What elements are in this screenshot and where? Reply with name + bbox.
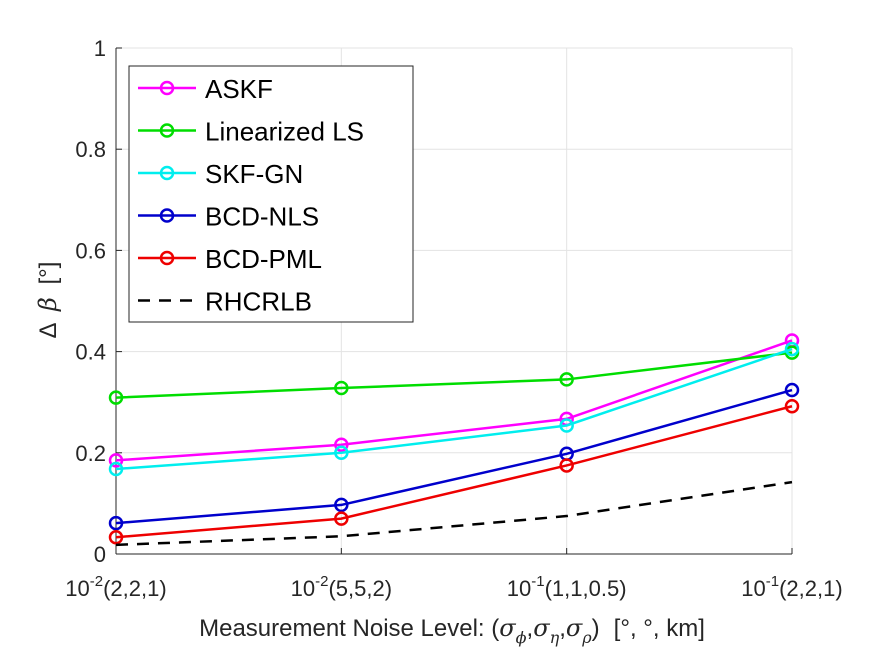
legend-marker-3 [159, 208, 175, 223]
y-axis-label-delta: Δ [35, 322, 62, 338]
data-point-2-3 [784, 341, 800, 357]
series-line-1 [115, 351, 793, 399]
legend-marker-1 [159, 123, 175, 138]
x-tick-label-2: 10-1(1,1,0.5) [507, 573, 627, 601]
x-tick-label-1: 10-2(5,5,2) [291, 573, 392, 601]
data-point-0-1 [334, 437, 349, 452]
data-point-1-1 [334, 380, 349, 396]
data-point-2-1 [334, 445, 349, 461]
x-axis-label-close: ) [592, 615, 600, 642]
series-line-5 [115, 480, 793, 547]
x-axis-label-prefix: Measurement Noise Level: ( [199, 615, 499, 642]
legend-label-5: RHCRLB [205, 287, 312, 317]
series-line-0 [115, 339, 793, 462]
x-tick-label-3: 10-1(2,2,1) [741, 573, 842, 601]
legend-label-3: BCD-NLS [205, 202, 319, 232]
data-point-2-2 [559, 418, 574, 433]
data-point-4-1 [334, 511, 349, 526]
y-tick-label-5: 1 [94, 36, 106, 61]
y-axis-label: Δ β [°] [34, 262, 62, 339]
legend-label-1: Linearized LS [205, 117, 364, 147]
x-axis-label-sigma-2: σ [533, 614, 550, 642]
y-axis-label-unit: [°] [35, 262, 62, 285]
legend: ASKF Linearized LS SKF-GN BCD-NLS BCD-PML RHC… [128, 65, 414, 323]
y-tick-label-0: 0 [94, 542, 106, 567]
legend-box [128, 65, 414, 323]
tick-labels: 0 0.2 0.4 0.6 0.8 1 10-2(2,2,1) 10-2(5,5,2) 10-1… [65, 36, 842, 601]
data-point-1-2 [559, 372, 574, 387]
data-point-2-0 [108, 461, 124, 477]
legend-label-2: SKF-GN [205, 159, 303, 189]
y-axis-label-beta: β [34, 297, 62, 312]
x-axis-label-sigma-3: σ [566, 614, 583, 642]
data-point-3-0 [108, 515, 124, 531]
series-line-4 [115, 405, 793, 539]
legend-marker-4 [159, 250, 175, 266]
x-tick-label-0: 10-2(2,2,1) [65, 573, 166, 601]
x-axis-label-sigma-1: σ [499, 614, 516, 642]
x-axis-label-sep-1: , [527, 615, 534, 642]
series-layer [108, 333, 800, 547]
data-point-1-0 [108, 390, 124, 405]
legend-marker-2 [159, 165, 175, 181]
data-point-3-3 [784, 382, 800, 398]
data-point-4-2 [559, 458, 574, 473]
y-tick-label-1: 0.2 [75, 441, 106, 466]
data-point-4-0 [108, 530, 124, 545]
x-axis-label: Measurement Noise Level: (σϕ,ση,σρ) [°, °… [199, 614, 705, 647]
axes [115, 47, 793, 555]
legend-label-4: BCD-PML [205, 244, 322, 274]
legend-marker-0 [159, 80, 175, 96]
data-point-0-0 [108, 453, 124, 468]
data-point-3-1 [334, 497, 349, 513]
series-line-2 [115, 347, 793, 471]
x-axis-label-sep-2: , [559, 615, 566, 642]
x-axis-label-sub-rho: ρ [581, 628, 592, 647]
y-tick-label-2: 0.4 [75, 340, 106, 365]
data-point-4-3 [784, 398, 800, 414]
series-line-3 [115, 388, 793, 525]
y-tick-label-3: 0.6 [75, 238, 106, 263]
x-axis-label-sub-eta: η [550, 628, 560, 647]
x-axis-label-sub-phi: ϕ [516, 628, 527, 647]
y-tick-label-4: 0.8 [75, 137, 106, 162]
legend-label-0: ASKF [205, 74, 273, 104]
x-axis-label-units: [°, °, km] [614, 615, 705, 642]
